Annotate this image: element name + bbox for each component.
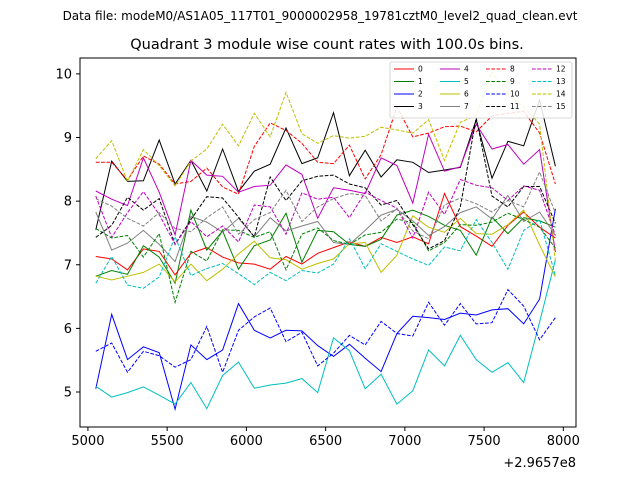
x-tick-label: 6000	[230, 434, 263, 449]
legend-label-7: 7	[464, 102, 469, 111]
series-line-12	[95, 178, 556, 246]
y-tick-label: 6	[64, 322, 72, 337]
legend-frame	[389, 61, 573, 119]
series-line-10	[95, 288, 556, 374]
series-line-7	[95, 194, 556, 263]
series-line-11	[95, 117, 556, 250]
series-line-8	[95, 105, 556, 195]
y-tick-label: 5	[64, 386, 72, 401]
legend-label-13: 13	[556, 77, 566, 86]
x-tick-label: 5000	[71, 434, 104, 449]
series-line-3	[95, 98, 556, 230]
x-axis: 5000 5500 6000 6500 7000 7500 8000	[71, 427, 580, 449]
x-tick-label: 8000	[547, 434, 580, 449]
legend-label-3: 3	[418, 102, 423, 111]
legend-label-6: 6	[464, 90, 469, 99]
x-tick-label: 5500	[151, 434, 184, 449]
series-line-14	[95, 70, 556, 262]
plot-lines	[95, 70, 556, 412]
x-tick-label: 6500	[309, 434, 342, 449]
y-tick-label: 8	[64, 195, 72, 210]
legend-label-4: 4	[464, 65, 469, 74]
legend-label-14: 14	[556, 90, 566, 99]
legend-label-11: 11	[510, 102, 520, 111]
y-tick-label: 10	[55, 67, 72, 82]
y-tick-label: 7	[64, 258, 72, 273]
series-line-0	[95, 192, 556, 276]
legend-label-10: 10	[510, 90, 520, 99]
legend-label-9: 9	[510, 77, 515, 86]
plot-area-frame	[79, 57, 577, 428]
chart-suptitle: Data file: modeM0/AS1A05_117T01_90000029…	[63, 9, 578, 23]
y-axis: 5 6 7 8 9 10	[55, 67, 80, 401]
series-line-1	[95, 208, 556, 285]
chart-title: Quadrant 3 module wise count rates with …	[130, 37, 524, 53]
x-offset-label: +2.9657e8	[503, 456, 576, 471]
legend-label-8: 8	[510, 65, 515, 74]
series-line-2	[95, 208, 556, 412]
legend-label-15: 15	[556, 102, 566, 111]
series-line-13	[95, 218, 556, 289]
legend-label-12: 12	[556, 65, 566, 74]
legend-label-1: 1	[418, 77, 423, 86]
legend-label-2: 2	[418, 90, 423, 99]
x-tick-label: 7500	[468, 434, 501, 449]
legend-label-5: 5	[464, 77, 469, 86]
series-line-9	[95, 212, 556, 305]
x-tick-label: 7000	[388, 434, 421, 449]
legend-label-0: 0	[418, 65, 423, 74]
series-line-6	[95, 209, 556, 283]
y-tick-label: 9	[64, 131, 72, 146]
series-line-15	[95, 170, 556, 240]
series-line-5	[95, 259, 556, 410]
